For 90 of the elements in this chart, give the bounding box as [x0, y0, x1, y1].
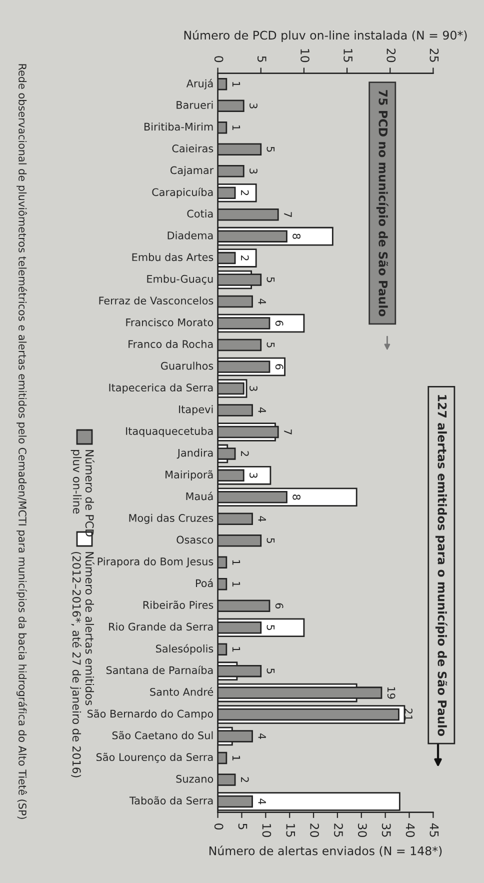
y-tick-label: Mairiporã — [166, 470, 213, 481]
x2-tick-label: 25 — [430, 48, 439, 62]
y-tick-label: São Lourenço da Serra — [96, 752, 213, 763]
x2-axis-title: Número de PCD pluv on-line instalada (N = 90*) — [184, 30, 467, 42]
x-tick-label: 25 — [334, 824, 343, 837]
data-label: 6 — [275, 320, 284, 326]
x2-tick-label: 20 — [386, 48, 396, 62]
x-tick-label: 30 — [358, 824, 367, 838]
y-tick-label: Osasco — [176, 536, 214, 544]
legend-label: Número de PCD pluv on-line — [70, 450, 94, 536]
x-tick-label: 5 — [238, 824, 248, 830]
data-label: 1 — [232, 756, 240, 760]
data-label: 3 — [250, 472, 258, 478]
x2-tick-label: 5 — [257, 56, 266, 62]
y-tick-label: Santo André — [150, 687, 214, 696]
data-label: 7 — [284, 429, 292, 434]
data-label: 2 — [241, 451, 249, 456]
y-tick-label: Arujá — [186, 78, 213, 90]
data-label: 3 — [250, 386, 258, 391]
data-label: 1 — [232, 560, 240, 565]
y-tick-label: Cajamar — [170, 166, 214, 176]
data-label: 5 — [266, 146, 275, 152]
y-tick-label: Mogi das Cruzes — [129, 514, 214, 524]
data-label: 8 — [292, 234, 300, 239]
data-label: 1 — [232, 582, 240, 586]
data-label: 4 — [258, 407, 266, 413]
y-tick-label: Biritiba-Mirim — [144, 122, 213, 131]
data-label: 1 — [232, 647, 240, 652]
y-tick-label: Pirapora do Bom Jesus — [98, 557, 214, 568]
data-label: 4 — [258, 298, 266, 304]
data-label: 2 — [241, 256, 249, 260]
x2-tick-label: 15 — [344, 49, 352, 62]
data-label: 5 — [266, 277, 275, 282]
annotation: 75 PCD no município de São Paulo — [376, 90, 388, 316]
y-tick-label: Ferraz de Vasconcelos — [99, 296, 214, 305]
data-label: 5 — [266, 625, 275, 630]
data-label: 4 — [258, 733, 266, 740]
x-tick-label: 40 — [406, 823, 415, 838]
y-tick-label: Suzano — [176, 774, 214, 783]
x-tick-label: 35 — [382, 824, 391, 837]
y-tick-label: Ribeirão Pires — [143, 600, 214, 609]
data-label: 1 — [232, 125, 240, 130]
y-tick-label: Diadema — [168, 231, 213, 240]
x-tick-label: 45 — [430, 823, 439, 837]
y-tick-label: São Caetano do Sul — [112, 731, 213, 740]
data-label: 21 — [404, 708, 412, 720]
x2-tick-label: 10 — [300, 49, 310, 62]
y-tick-label: Embu-Guaçu — [147, 274, 213, 285]
data-label: 2 — [241, 777, 249, 782]
y-tick-label: Taboão da Serra — [129, 796, 213, 805]
x-tick-label: 10 — [262, 824, 272, 838]
y-tick-label: Barueri — [176, 100, 213, 109]
data-label: 4 — [258, 516, 266, 522]
x-tick-label: 20 — [310, 824, 320, 838]
data-label: 3 — [250, 103, 258, 108]
data-label: 4 — [258, 798, 266, 804]
y-tick-label: Francisco Morato — [126, 318, 214, 326]
data-label: 2 — [241, 190, 249, 196]
data-label: 7 — [284, 212, 292, 218]
data-label: 6 — [275, 364, 284, 370]
y-tick-label: Santana de Parnaíba — [106, 666, 213, 674]
y-tick-label: Franco da Rocha — [128, 340, 213, 348]
x-axis-title: Número de alertas enviados (N = 148*) — [210, 846, 442, 857]
y-tick-label: Jandira — [176, 448, 213, 459]
y-tick-label: São Bernardo do Campo — [88, 709, 214, 720]
text: Rede observacional de pluviômetros telemétricos e alertas emitidos pelo Cemaden/MCTI para municípios da bacia hidrográfica do Alto Tietê (SP) — [16, 64, 28, 819]
x-tick-label: 0 — [214, 824, 224, 830]
data-label: 1 — [232, 82, 240, 87]
y-tick-label: Guarulhos — [160, 362, 214, 370]
y-tick-label: Carapicuíba — [152, 188, 213, 198]
data-label: 8 — [292, 494, 300, 500]
x-tick-label: 15 — [286, 824, 295, 837]
y-tick-label: Salesópolis — [156, 644, 214, 655]
data-label: 19 — [387, 687, 396, 699]
data-label: 6 — [275, 603, 284, 609]
y-tick-label: Itapevi — [179, 405, 213, 416]
y-tick-label: Itaquaquecetuba — [126, 426, 213, 437]
y-tick-label: Mauá — [186, 492, 213, 500]
y-tick-label: Itapecerica da Serra — [109, 383, 213, 394]
y-tick-label: Poá — [196, 578, 213, 588]
data-label: 5 — [266, 538, 275, 544]
x2-tick-label: 0 — [214, 56, 224, 62]
data-label: 3 — [250, 168, 258, 174]
y-tick-label: Embu das Artes — [132, 253, 214, 262]
y-tick-label: Rio Grande da Serra — [109, 622, 213, 631]
text: 127 alertas emitidos para o município de São Paulo — [435, 395, 448, 736]
y-tick-label: Cotia — [187, 210, 213, 218]
y-tick-label: Caieiras — [172, 144, 214, 152]
data-label: 5 — [266, 668, 275, 674]
data-label: 5 — [266, 342, 275, 348]
